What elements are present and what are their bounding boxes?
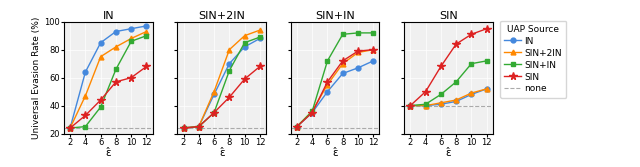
Y-axis label: Universal Evasion Rate (%): Universal Evasion Rate (%) [32,17,42,139]
X-axis label: ε̂: ε̂ [106,148,111,158]
Title: SIN+IN: SIN+IN [316,11,355,21]
X-axis label: ε̂: ε̂ [445,148,451,158]
Title: SIN+2IN: SIN+2IN [198,11,245,21]
Legend: IN, SIN+2IN, SIN+IN, SIN, none: IN, SIN+2IN, SIN+IN, SIN, none [500,21,566,98]
Title: SIN: SIN [439,11,458,21]
X-axis label: ε̂: ε̂ [332,148,338,158]
X-axis label: ε̂: ε̂ [219,148,225,158]
Title: IN: IN [102,11,114,21]
